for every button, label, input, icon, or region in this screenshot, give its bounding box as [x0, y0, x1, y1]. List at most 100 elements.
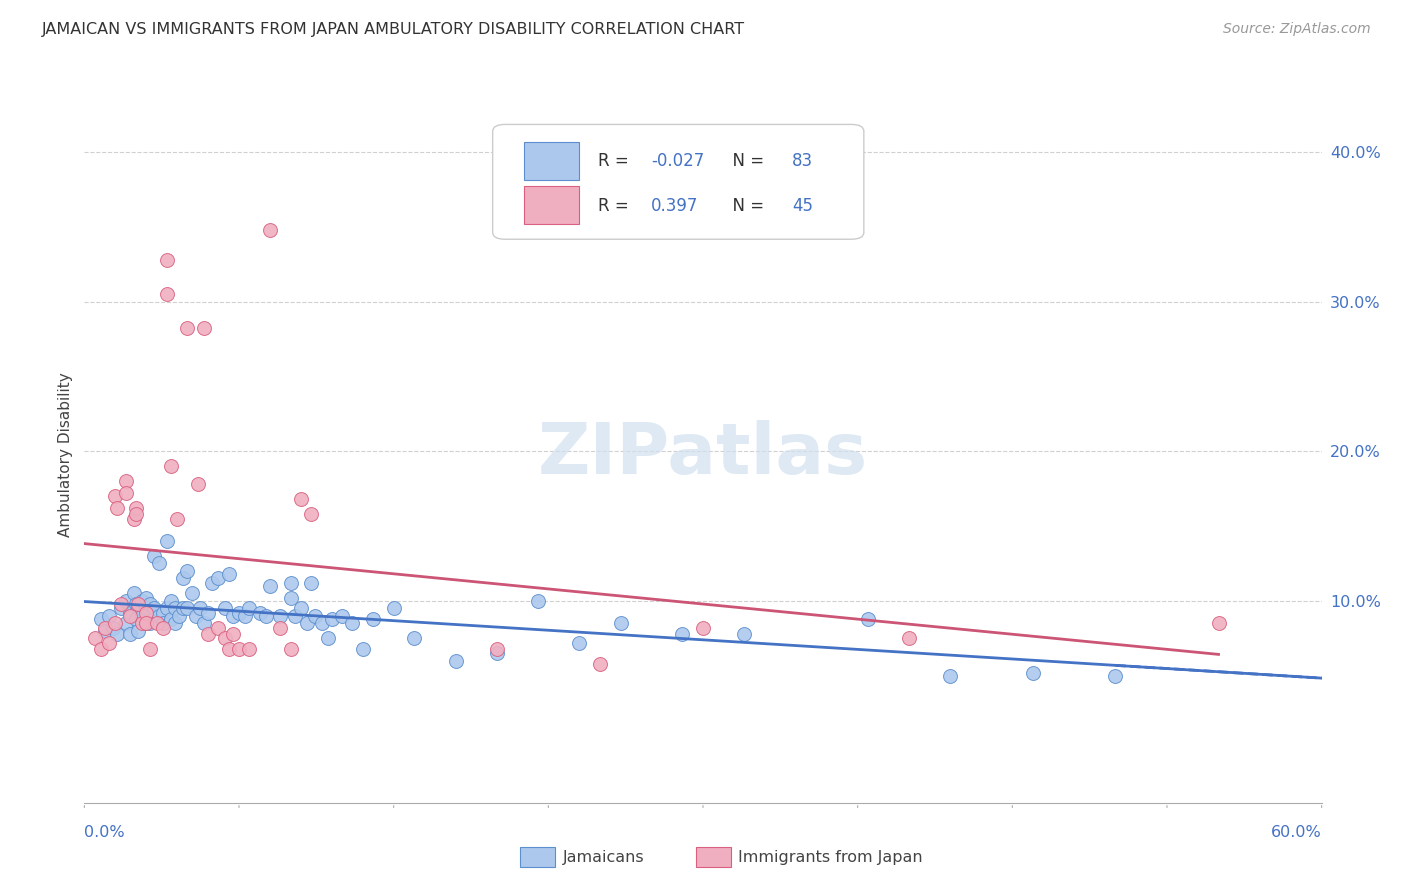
Text: R =: R = — [598, 197, 640, 215]
Point — [135, 616, 157, 631]
Text: 60.0%: 60.0% — [1271, 825, 1322, 840]
Point — [228, 641, 250, 656]
Point — [152, 606, 174, 620]
Point — [193, 321, 215, 335]
Point — [90, 612, 112, 626]
Point — [125, 597, 148, 611]
Point — [485, 641, 508, 656]
Text: Immigrants from Japan: Immigrants from Japan — [738, 850, 922, 864]
Text: Jamaicans: Jamaicans — [562, 850, 644, 864]
Point — [218, 641, 240, 656]
Point — [139, 641, 162, 656]
Point — [382, 601, 405, 615]
Point — [1022, 665, 1045, 680]
Text: N =: N = — [721, 197, 769, 215]
Point — [160, 459, 183, 474]
Point — [83, 631, 105, 645]
Point — [156, 252, 179, 267]
Point — [125, 612, 148, 626]
Point — [269, 621, 291, 635]
Point — [238, 641, 260, 656]
Text: 0.0%: 0.0% — [84, 825, 125, 840]
Point — [156, 533, 179, 548]
Point — [284, 608, 307, 623]
Point — [692, 621, 714, 635]
Point — [127, 601, 149, 615]
Point — [156, 601, 179, 615]
Point — [280, 575, 302, 590]
Text: 83: 83 — [792, 152, 813, 169]
Point — [259, 223, 281, 237]
Point — [856, 612, 879, 626]
Text: 45: 45 — [792, 197, 813, 215]
Point — [165, 601, 187, 615]
Point — [135, 601, 157, 615]
Point — [299, 575, 322, 590]
Point — [187, 477, 209, 491]
Point — [214, 601, 236, 615]
Point — [193, 616, 215, 631]
Point — [207, 571, 229, 585]
Y-axis label: Ambulatory Disability: Ambulatory Disability — [58, 373, 73, 537]
Point — [589, 657, 612, 671]
Point — [939, 668, 962, 682]
Text: R =: R = — [598, 152, 634, 169]
Point — [295, 616, 318, 631]
Point — [152, 616, 174, 631]
Point — [143, 549, 166, 563]
Point — [180, 586, 202, 600]
Point — [131, 616, 153, 631]
Point — [330, 608, 353, 623]
Point — [176, 321, 198, 335]
Bar — [523, 186, 579, 224]
Point — [110, 601, 132, 615]
Point — [166, 511, 188, 525]
Point — [352, 641, 374, 656]
Point — [222, 608, 245, 623]
Text: ZIPatlas: ZIPatlas — [538, 420, 868, 490]
Point — [214, 631, 236, 645]
Point — [184, 608, 207, 623]
Point — [1208, 616, 1230, 631]
Point — [131, 608, 153, 623]
Point — [254, 608, 277, 623]
Point — [176, 564, 198, 578]
Point — [249, 606, 271, 620]
Point — [172, 571, 194, 585]
Point — [228, 606, 250, 620]
Point — [733, 626, 755, 640]
Point — [114, 594, 136, 608]
Point — [269, 608, 291, 623]
Point — [143, 601, 166, 615]
Point — [94, 621, 117, 635]
Point — [1104, 668, 1126, 682]
Point — [485, 646, 508, 660]
Point — [176, 601, 198, 615]
Point — [609, 616, 631, 631]
Point — [898, 631, 921, 645]
Point — [114, 474, 136, 488]
Point — [259, 579, 281, 593]
Point — [444, 654, 467, 668]
Point — [238, 601, 260, 615]
Point — [304, 608, 326, 623]
Point — [90, 641, 112, 656]
Point — [148, 608, 170, 623]
Point — [122, 511, 145, 525]
Point — [280, 591, 302, 605]
Point — [127, 624, 149, 638]
Point — [311, 616, 333, 631]
Point — [135, 606, 157, 620]
Bar — [523, 142, 579, 180]
Point — [105, 626, 128, 640]
Point — [167, 608, 190, 623]
Point — [104, 489, 127, 503]
Point — [527, 594, 550, 608]
Point — [568, 636, 591, 650]
Point — [118, 606, 141, 620]
Point — [404, 631, 426, 645]
Point — [160, 594, 183, 608]
Point — [125, 501, 148, 516]
Point — [131, 594, 153, 608]
Point — [201, 575, 224, 590]
